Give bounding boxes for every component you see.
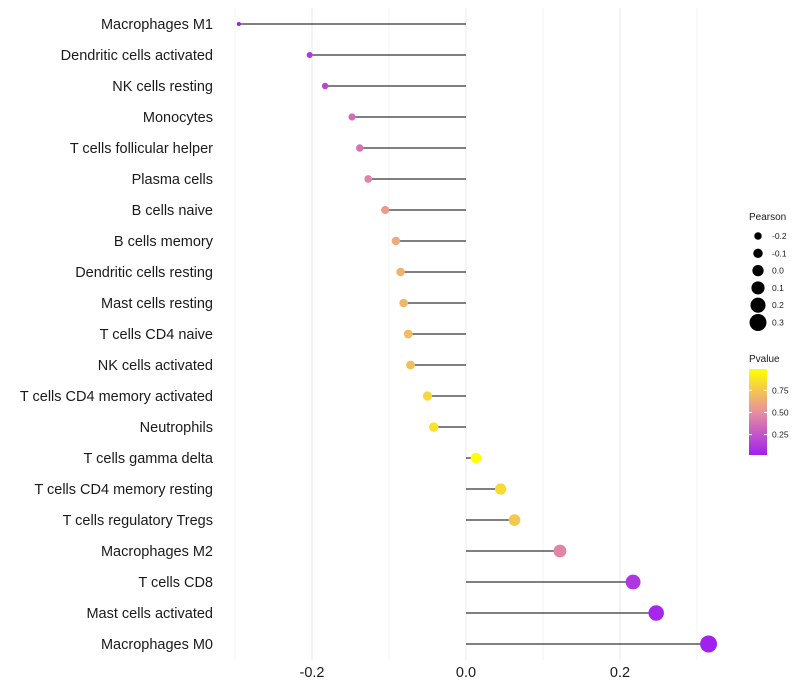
- point-12: [422, 391, 433, 401]
- point-16: [508, 514, 521, 526]
- point-2: [321, 82, 329, 90]
- size-legend-key: [753, 248, 763, 258]
- category-label: Macrophages M2: [101, 544, 213, 560]
- category-label: T cells CD4 memory activated: [20, 389, 213, 405]
- point-8: [396, 267, 405, 277]
- point-20: [700, 635, 718, 653]
- size-legend-label: 0.2: [772, 300, 784, 310]
- size-legend-label: 0.1: [772, 283, 784, 293]
- point-0: [236, 21, 241, 27]
- category-label: T cells CD4 memory resting: [34, 482, 213, 498]
- color-legend-ticks: 0.75 0.50 0.25: [749, 385, 789, 440]
- size-legend-items: -0.2 -0.1 0.0 0.1 0.2 0.3: [749, 231, 787, 331]
- category-label: Monocytes: [143, 110, 213, 126]
- size-legend-key: [752, 264, 764, 277]
- category-labels: Macrophages M1 Dendritic cells activated N…: [20, 17, 214, 653]
- size-legend-label: -0.1: [772, 248, 787, 258]
- lollipop-stems: [238, 23, 709, 645]
- category-label: Mast cells resting: [101, 296, 213, 312]
- point-17: [553, 544, 567, 558]
- color-legend-label: 0.25: [772, 430, 789, 440]
- point-11: [406, 360, 415, 370]
- point-9: [399, 298, 408, 308]
- lollipop-points: [236, 21, 718, 653]
- category-label: B cells naive: [132, 203, 213, 219]
- category-label: NK cells resting: [112, 79, 213, 95]
- category-label: Macrophages M0: [101, 637, 213, 653]
- size-legend-label: 0.0: [772, 266, 784, 276]
- point-6: [381, 205, 390, 215]
- point-15: [495, 483, 507, 495]
- x-axis-ticks: -0.2 0.0 0.2: [300, 665, 631, 681]
- category-label: NK cells activated: [98, 358, 213, 374]
- size-legend-label: 0.3: [772, 318, 784, 328]
- size-legend-key: [751, 281, 765, 295]
- size-legend-title: Pearson: [749, 212, 786, 223]
- color-legend-label: 0.75: [772, 385, 789, 395]
- size-legend-label: -0.2: [772, 231, 787, 241]
- point-10: [403, 329, 413, 339]
- x-tick-label: -0.2: [300, 665, 325, 681]
- pvalue-colorbar: [749, 369, 767, 455]
- category-label: Plasma cells: [132, 172, 213, 188]
- point-3: [348, 113, 356, 121]
- point-7: [391, 236, 401, 246]
- category-label: T cells follicular helper: [70, 141, 213, 157]
- category-label: B cells memory: [114, 234, 214, 250]
- size-legend-key: [754, 232, 762, 240]
- color-legend-title: Pvalue: [749, 354, 780, 365]
- category-label: T cells gamma delta: [84, 451, 214, 467]
- point-1: [306, 51, 313, 59]
- category-label: T cells CD8: [138, 575, 213, 591]
- category-label: Dendritic cells resting: [75, 265, 213, 281]
- category-label: Mast cells activated: [86, 606, 213, 622]
- point-4: [356, 144, 364, 152]
- category-label: Neutrophils: [140, 420, 213, 436]
- legends: Pearson -0.2 -0.1 0.0 0.1 0.2 0.3 Pvalue 0.75…: [749, 212, 789, 455]
- x-tick-label: 0.0: [456, 665, 476, 681]
- category-label: T cells regulatory Tregs: [63, 513, 213, 529]
- category-label: Dendritic cells activated: [61, 48, 213, 64]
- point-18: [625, 574, 641, 590]
- category-label: Macrophages M1: [101, 17, 213, 33]
- point-19: [648, 605, 664, 621]
- size-legend-key: [749, 314, 767, 331]
- color-legend-label: 0.50: [772, 407, 789, 417]
- point-13: [428, 422, 439, 432]
- size-legend-key: [750, 297, 766, 313]
- category-label: T cells CD4 naive: [100, 327, 213, 343]
- point-14: [470, 452, 482, 464]
- point-5: [364, 175, 373, 183]
- x-tick-label: 0.2: [610, 665, 630, 681]
